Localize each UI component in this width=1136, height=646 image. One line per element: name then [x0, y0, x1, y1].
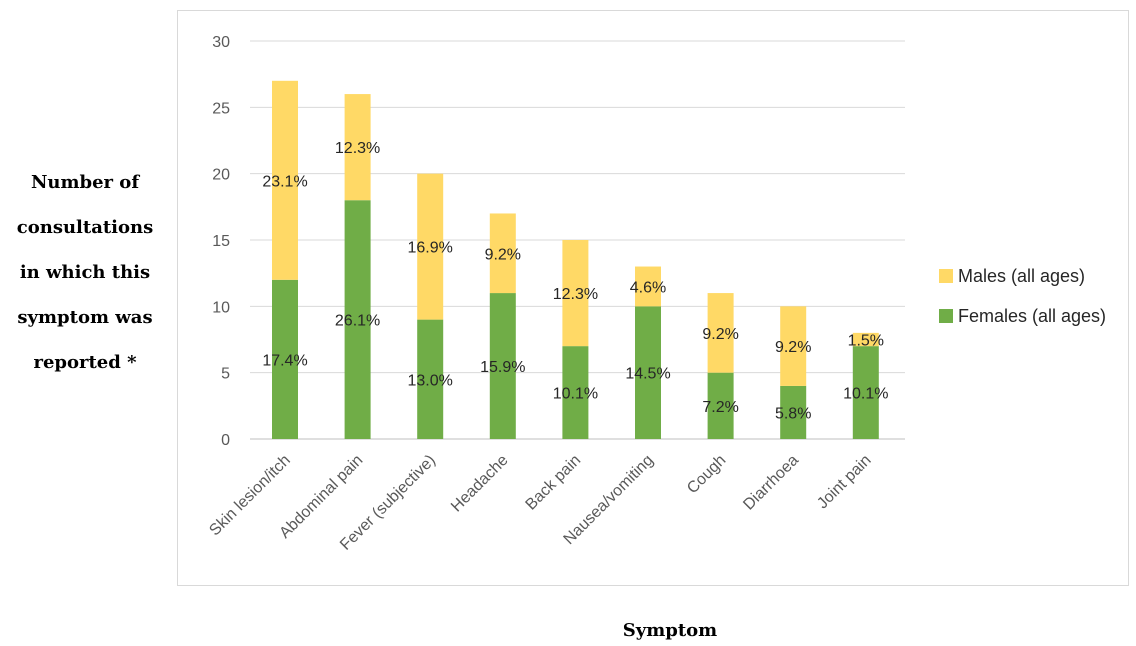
bar-segment	[344, 200, 371, 439]
data-label: 14.5%	[625, 366, 670, 383]
y-axis-title-line: symptom was	[17, 307, 153, 328]
y-tick-label: 0	[221, 432, 230, 449]
bar-segment	[852, 332, 879, 347]
data-label: 15.9%	[480, 359, 525, 376]
data-label: 7.2%	[702, 399, 738, 416]
bar-segment	[562, 240, 589, 347]
legend-swatch	[939, 269, 953, 283]
data-label: 17.4%	[262, 352, 307, 369]
y-axis-title-line: Number of	[30, 172, 140, 193]
x-tick-label: Headache	[448, 452, 512, 516]
data-label: 9.2%	[775, 339, 811, 356]
bar-segment	[562, 346, 589, 439]
y-axis-title-line: consultations	[16, 217, 154, 238]
data-label: 16.9%	[408, 240, 453, 257]
y-tick-label: 15	[212, 233, 230, 250]
bar-segment	[344, 94, 371, 201]
data-label: 5.8%	[775, 405, 811, 422]
y-tick-label: 5	[221, 366, 230, 383]
y-tick-label: 10	[212, 299, 230, 316]
legend-swatch	[939, 309, 953, 323]
data-label: 1.5%	[848, 333, 884, 350]
x-tick-label: Back pain	[523, 452, 585, 514]
y-axis-title-line: in which this	[19, 262, 151, 283]
data-label: 10.1%	[553, 386, 598, 403]
bar-segment	[417, 173, 444, 320]
y-tick-label: 25	[212, 100, 230, 117]
bar-segment	[635, 306, 661, 439]
data-label: 13.0%	[408, 372, 453, 389]
bar-segment	[852, 346, 879, 439]
y-tick-label: 30	[212, 34, 230, 51]
bar-segment	[780, 306, 807, 386]
legend-label: Females (all ages)	[958, 306, 1106, 326]
data-label: 12.3%	[553, 286, 598, 303]
bar-segment	[707, 372, 734, 439]
bar-segment	[489, 293, 516, 439]
bar-segment	[272, 279, 298, 439]
bar-segment	[707, 293, 734, 373]
x-tick-label: Cough	[684, 452, 729, 497]
bar-segment	[272, 80, 298, 280]
data-label: 26.1%	[335, 313, 380, 330]
x-tick-label: Joint pain	[814, 452, 874, 512]
x-tick-label: Diarrhoea	[740, 452, 802, 514]
data-label: 9.2%	[485, 246, 521, 263]
bar-segment	[780, 385, 807, 439]
legend-label: Males (all ages)	[958, 266, 1085, 286]
bar-segment	[635, 266, 661, 307]
data-label: 23.1%	[262, 173, 307, 190]
y-axis-title: Number of consultations in which this sy…	[0, 160, 170, 385]
x-axis-title: Symptom	[622, 620, 718, 641]
data-label: 12.3%	[335, 140, 380, 157]
bar-segment	[489, 213, 516, 294]
data-label: 9.2%	[702, 326, 738, 343]
data-label: 10.1%	[843, 386, 888, 403]
bar-segment	[417, 319, 444, 439]
y-axis-title-line: reported *	[33, 352, 137, 373]
data-label: 4.6%	[630, 279, 666, 296]
y-tick-label: 20	[212, 167, 230, 184]
